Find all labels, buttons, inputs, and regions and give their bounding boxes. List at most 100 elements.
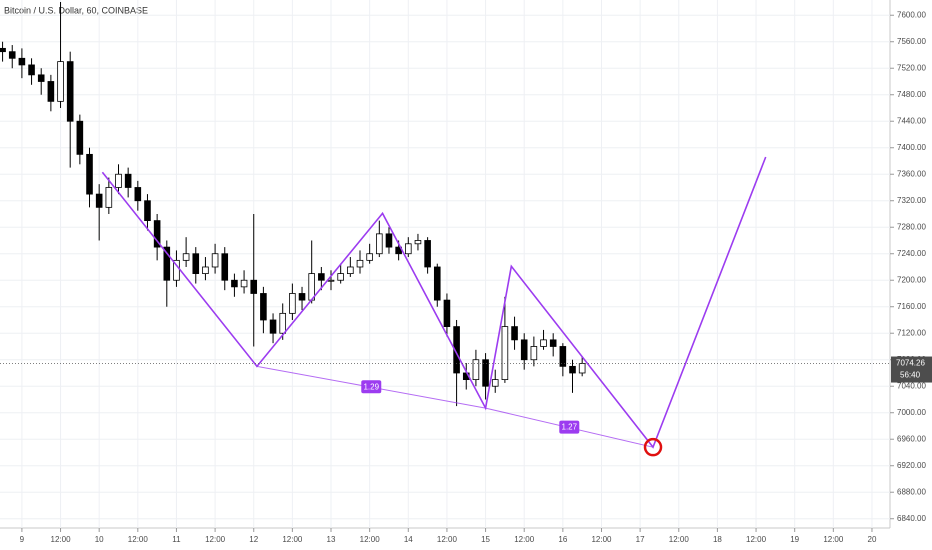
y-tick-label: 7480.00 [897,90,926,99]
candle-body [134,187,142,202]
x-tick-label: 12:00 [437,535,458,544]
y-tick-label: 7040.00 [897,381,926,390]
candle-body [298,293,306,301]
candle-body [124,173,132,188]
candle-body [327,279,335,282]
x-tick-label: 12:00 [746,535,767,544]
x-tick-label: 12:00 [128,535,149,544]
candle-body [76,120,84,155]
x-tick-label: 12:00 [360,535,381,544]
candle-body [404,243,412,255]
candle-body [414,240,422,245]
x-tick-label: 16 [558,535,567,544]
ratio-badge [559,420,580,434]
candle-body [202,266,209,275]
candle-body [559,346,567,367]
y-tick-label: 7000.00 [897,408,926,417]
candle-body [520,339,528,361]
candle-body [57,61,64,102]
y-tick-label: 7200.00 [897,275,926,284]
y-tick-label: 7280.00 [897,222,926,231]
target-circle [643,437,663,457]
candle-body [511,326,518,341]
x-tick-label: 13 [327,535,336,544]
candle-body [501,326,509,381]
candle-body [347,266,354,275]
x-tick-label: 17 [636,535,645,544]
candle-body [279,312,287,334]
candle-body [337,273,344,281]
y-tick-label: 7360.00 [897,169,926,178]
candle-body [366,253,373,261]
candle-body [569,365,576,374]
candle-body [115,173,122,188]
y-tick-label: 6960.00 [897,434,926,443]
chart-title: Bitcoin / U.S. Dollar, 60, COINBASE [4,5,148,15]
x-tick-label: 12:00 [591,535,612,544]
ratio-label: 1.29 [363,382,379,391]
last-price-label: 7074.26 [896,359,925,368]
y-tick-label: 7240.00 [897,249,926,258]
candle-body [443,299,451,328]
candle-body [211,253,219,268]
candle-body [578,363,586,374]
candle-body [182,253,190,261]
candle-body [66,61,74,122]
y-tick-label: 7440.00 [897,116,926,125]
countdown-label: 56:40 [900,371,921,380]
y-tick-label: 6920.00 [897,461,926,470]
x-tick-label: 12:00 [282,535,303,544]
candle-body [472,359,480,381]
x-tick-label: 11 [172,535,181,544]
y-tick-label: 7600.00 [897,10,926,19]
x-tick-label: 15 [481,535,490,544]
candle-body [482,359,489,387]
candle-body [105,187,113,208]
y-tick-label: 7320.00 [897,196,926,205]
candle-body [231,279,238,288]
x-tick-label: 20 [868,535,877,544]
y-tick-label: 6880.00 [897,487,926,496]
candle-body [144,200,151,222]
candle-body [250,279,258,294]
candle-body [530,346,538,361]
candle-body [269,319,277,334]
candle-body [37,74,45,82]
x-tick-label: 9 [20,535,25,544]
x-tick-label: 12:00 [514,535,535,544]
candle-body [173,259,180,281]
y-tick-label: 6840.00 [897,514,926,523]
grid [0,0,890,528]
x-tick-label: 12:00 [51,535,72,544]
candle-body [318,273,325,281]
candle-body [95,193,103,208]
x-tick-label: 12:00 [669,535,690,544]
candle-body [153,220,161,248]
x-tick-label: 12:00 [823,535,844,544]
candle-body [221,253,229,281]
x-tick-label: 12:00 [205,535,226,544]
y-tick-label: 7520.00 [897,63,926,72]
y-tick-label: 7160.00 [897,302,926,311]
candle-body [385,233,393,248]
candle-body [163,246,171,281]
x-tick-label: 18 [713,535,722,544]
candle-body [8,51,16,59]
candle-body [47,81,55,102]
y-tick-label: 7400.00 [897,143,926,152]
candle-body [433,266,441,301]
candle-body [549,339,557,347]
candle-body [356,259,364,268]
candle-body [424,240,431,268]
candle-body [86,153,93,195]
candle-body [18,57,26,66]
candle-body [260,293,267,321]
y-tick-label: 7560.00 [897,37,926,46]
ratio-badge [361,380,382,394]
candle-body [0,47,6,53]
y-tick-label: 7120.00 [897,328,926,337]
candle-body [192,253,200,275]
candle-body [240,279,248,288]
candle-body [453,326,460,374]
